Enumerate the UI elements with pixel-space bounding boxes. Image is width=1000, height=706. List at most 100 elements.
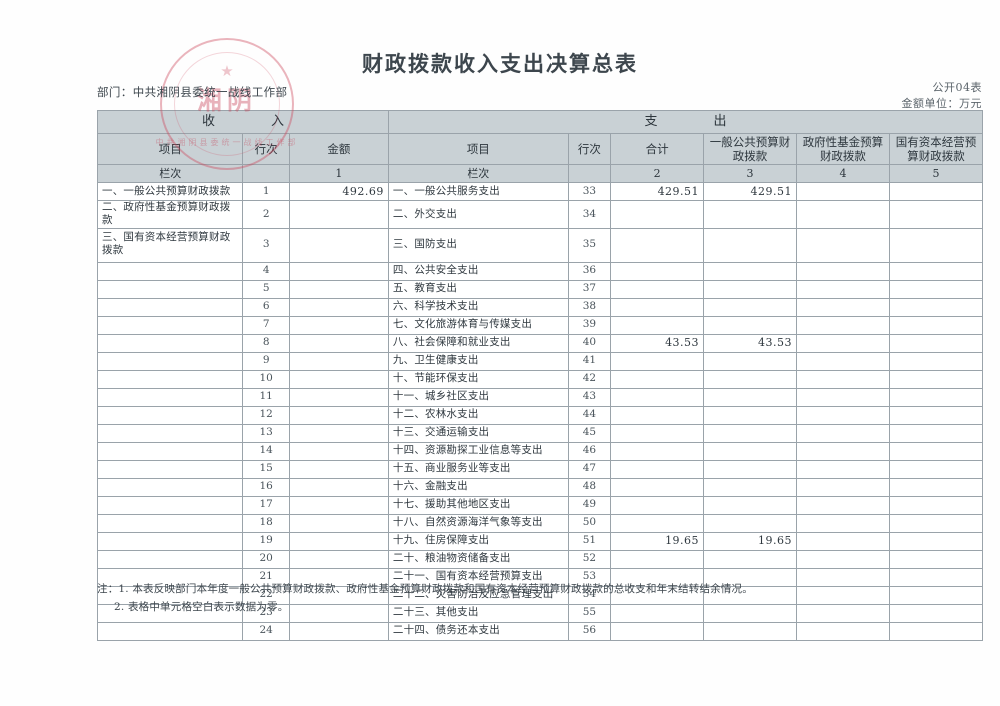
expenditure-soe-cell bbox=[888, 603, 984, 623]
expenditure-total-cell: 43.53 bbox=[610, 333, 705, 353]
table-body: 一、一般公共预算财政拨款 1 492.69 一、一般公共服务支出 33 429.51 429… bbox=[96, 182, 984, 641]
note-line-1: 注：1. 本表反映部门本年度一般公共预算财政拨款、政府性基金预算财政拨款和国有资… bbox=[97, 583, 753, 595]
expenditure-line-cell: 40 bbox=[567, 333, 612, 353]
table-row: 23 二十三、其他支出 55 bbox=[96, 603, 984, 623]
income-line-cell: 8 bbox=[242, 333, 290, 353]
expenditure-soe-cell bbox=[888, 495, 984, 515]
expenditure-line-cell: 44 bbox=[567, 405, 612, 425]
income-amount-cell bbox=[288, 621, 389, 641]
expenditure-item-cell: 十三、交通运输支出 bbox=[387, 423, 569, 443]
expenditure-soe-cell bbox=[888, 477, 984, 497]
expenditure-soe-cell bbox=[888, 227, 984, 263]
income-amount-col-1: 1 bbox=[288, 164, 389, 184]
expenditure-soe-cell bbox=[888, 513, 984, 533]
expenditure-soe-cell bbox=[888, 423, 984, 443]
income-item-cell bbox=[96, 315, 244, 335]
expenditure-general-cell bbox=[703, 495, 797, 515]
exp-line-index-blank bbox=[567, 164, 612, 184]
expenditure-fund-cell bbox=[795, 405, 890, 425]
expenditure-total-cell: 19.65 bbox=[610, 531, 705, 551]
expenditure-item-cell: 四、公共安全支出 bbox=[387, 261, 569, 281]
expenditure-item-cell: 一、一般公共服务支出 bbox=[387, 182, 569, 202]
expenditure-fund-cell bbox=[795, 227, 890, 263]
expenditure-line-cell: 46 bbox=[567, 441, 612, 461]
expenditure-soe-cell bbox=[888, 200, 984, 229]
income-item-cell bbox=[96, 423, 244, 443]
income-line-cell: 5 bbox=[242, 279, 290, 299]
income-amount-cell bbox=[288, 513, 389, 533]
department-label: 部门：中共湘阴县委统一战线工作部 bbox=[97, 85, 288, 99]
expenditure-total-cell bbox=[610, 261, 705, 281]
expenditure-general-cell bbox=[703, 459, 797, 479]
expenditure-total-cell bbox=[610, 227, 705, 263]
expenditure-total-cell bbox=[610, 369, 705, 389]
income-line-cell: 18 bbox=[242, 513, 290, 533]
income-amount-cell bbox=[288, 495, 389, 515]
expenditure-total-cell bbox=[610, 315, 705, 335]
expenditure-soe-cell bbox=[888, 405, 984, 425]
income-item-cell bbox=[96, 333, 244, 353]
expenditure-line-cell: 38 bbox=[567, 297, 612, 317]
table-row: 21 二十一、国有资本经营预算支出 53 bbox=[96, 567, 984, 587]
income-amount-cell bbox=[288, 333, 389, 353]
income-line-cell: 6 bbox=[242, 297, 290, 317]
expenditure-general-cell bbox=[703, 227, 797, 263]
income-item-cell bbox=[96, 549, 244, 569]
form-code-label: 公开04表 bbox=[932, 81, 982, 94]
expenditure-item-cell: 六、科学技术支出 bbox=[387, 297, 569, 317]
income-line-cell: 10 bbox=[242, 369, 290, 389]
expenditure-line-cell: 53 bbox=[567, 567, 612, 587]
income-amount-cell bbox=[288, 351, 389, 371]
header-exp-item: 项目 bbox=[387, 133, 569, 166]
income-amount-cell bbox=[288, 477, 389, 497]
table-row: 12 十二、农林水支出 44 bbox=[96, 405, 984, 425]
fiscal-appropriation-table: 收 入 支 出 项目 行次 金额 项目 行次 合计 一般公共预算财政拨款 政府性… bbox=[96, 109, 984, 641]
income-item-cell bbox=[96, 459, 244, 479]
expenditure-fund-cell bbox=[795, 459, 890, 479]
expenditure-item-cell: 十六、金融支出 bbox=[387, 477, 569, 497]
expenditure-line-cell: 55 bbox=[567, 603, 612, 623]
table-row: 4 四、公共安全支出 36 bbox=[96, 261, 984, 281]
income-line-cell: 2 bbox=[242, 200, 290, 229]
expenditure-line-cell: 51 bbox=[567, 531, 612, 551]
expenditure-total-cell bbox=[610, 495, 705, 515]
expenditure-total-cell bbox=[610, 585, 705, 605]
expenditure-total-cell bbox=[610, 621, 705, 641]
expenditure-line-cell: 42 bbox=[567, 369, 612, 389]
income-amount-cell bbox=[288, 227, 389, 263]
expenditure-item-cell: 二十一、国有资本经营预算支出 bbox=[387, 567, 569, 587]
expenditure-general-cell: 19.65 bbox=[703, 531, 797, 551]
expenditure-item-cell: 三、国防支出 bbox=[387, 227, 569, 263]
income-item-cell bbox=[96, 495, 244, 515]
header-exp-total: 合计 bbox=[610, 133, 705, 166]
expenditure-item-cell: 十五、商业服务业等支出 bbox=[387, 459, 569, 479]
income-amount-cell bbox=[288, 423, 389, 443]
income-item-cell bbox=[96, 405, 244, 425]
income-amount-cell bbox=[288, 315, 389, 335]
table-row: 三、国有资本经营预算财政拨款 3 三、国防支出 35 bbox=[96, 227, 984, 263]
income-amount-cell bbox=[288, 261, 389, 281]
expenditure-general-cell bbox=[703, 621, 797, 641]
expenditure-item-cell: 七、文化旅游体育与传媒支出 bbox=[387, 315, 569, 335]
table-notes: 注：1. 本表反映部门本年度一般公共预算财政拨款、政府性基金预算财政拨款和国有资… bbox=[97, 580, 957, 617]
table-row: 16 十六、金融支出 48 bbox=[96, 477, 984, 497]
income-amount-cell bbox=[288, 369, 389, 389]
expenditure-line-cell: 47 bbox=[567, 459, 612, 479]
expenditure-total-cell bbox=[610, 279, 705, 299]
income-line-index-blank bbox=[242, 164, 290, 184]
income-amount-cell bbox=[288, 387, 389, 407]
expenditure-item-cell: 二十四、债务还本支出 bbox=[387, 621, 569, 641]
table-row: 20 二十、粮油物资储备支出 52 bbox=[96, 549, 984, 569]
expenditure-fund-cell bbox=[795, 549, 890, 569]
header-income-line: 行次 bbox=[242, 133, 290, 166]
income-item-cell bbox=[96, 351, 244, 371]
income-item-cell: 一、一般公共预算财政拨款 bbox=[96, 182, 244, 202]
expenditure-item-cell: 十二、农林水支出 bbox=[387, 405, 569, 425]
expenditure-general-cell bbox=[703, 477, 797, 497]
expenditure-item-cell: 十七、援助其他地区支出 bbox=[387, 495, 569, 515]
expenditure-fund-cell bbox=[795, 477, 890, 497]
expenditure-soe-cell bbox=[888, 441, 984, 461]
income-line-cell: 4 bbox=[242, 261, 290, 281]
table-row: 6 六、科学技术支出 38 bbox=[96, 297, 984, 317]
